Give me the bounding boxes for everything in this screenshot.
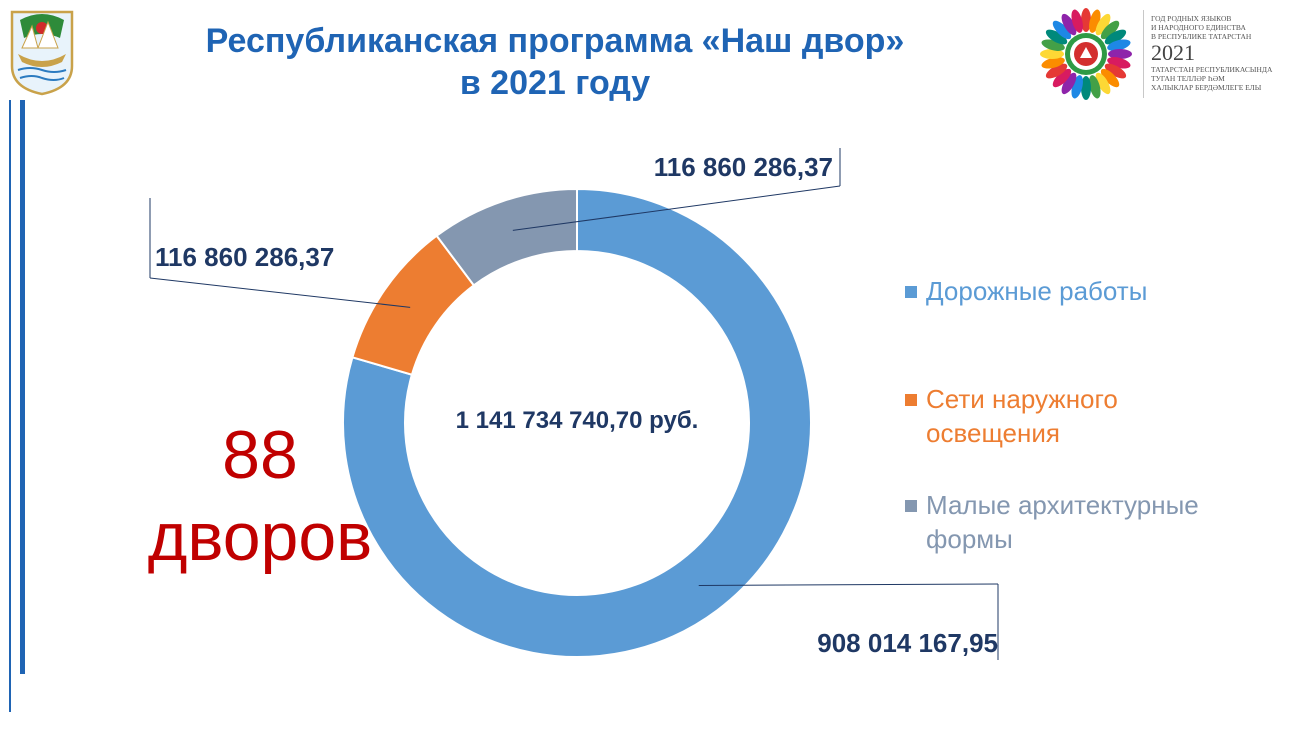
legend-item-street-lighting: Сети наружного освещения bbox=[905, 382, 1236, 450]
leader-line-street-lighting bbox=[149, 277, 411, 308]
data-label-street-lighting: 116 860 286,37 bbox=[155, 242, 334, 272]
courtyards-count-number: 88 bbox=[222, 417, 298, 493]
emblem-petal bbox=[1045, 29, 1068, 45]
emblem-petal bbox=[1061, 13, 1077, 36]
emblem-petal bbox=[1081, 76, 1091, 100]
emblem-petal bbox=[1100, 20, 1120, 40]
emblem-petal bbox=[1107, 39, 1131, 51]
legend-label-road-works: Дорожные работы bbox=[926, 276, 1148, 306]
emblem-divider bbox=[1143, 10, 1144, 98]
courtyards-count: 88 дворов bbox=[135, 420, 385, 572]
year-emblem: ГОД РОДНЫХ ЯЗЫКОВ И НАРОДНОГО ЕДИНСТВА В… bbox=[1033, 4, 1295, 104]
emblem-line-6: ХАЛЫКЛАР БЕРДӘМЛЕГЕ ЕЛЫ bbox=[1151, 83, 1262, 92]
emblem-line-5: ТУГАН ТЕЛЛӘР ҺӘМ bbox=[1151, 74, 1225, 83]
emblem-line-3: В РЕСПУБЛИКЕ ТАТАРСТАН bbox=[1151, 32, 1252, 41]
legend-swatch-road-works bbox=[905, 286, 917, 298]
emblem-petal bbox=[1071, 9, 1083, 33]
emblem-petal bbox=[1089, 75, 1101, 99]
accent-line-thick bbox=[20, 100, 25, 674]
courtyards-count-unit: дворов bbox=[147, 499, 373, 575]
donut-center-total: 1 141 734 740,70 руб. bbox=[456, 407, 699, 434]
data-label-small-architectural-forms: 116 860 286,37 bbox=[654, 152, 833, 182]
city-coat-of-arms-icon bbox=[8, 8, 76, 96]
legend-swatch-small-architectural-forms bbox=[905, 500, 917, 512]
emblem-petal bbox=[1095, 72, 1111, 95]
legend-swatch-street-lighting bbox=[905, 394, 917, 406]
emblem-petal bbox=[1045, 63, 1068, 79]
emblem-petal bbox=[1052, 68, 1072, 88]
emblem-petal bbox=[1100, 68, 1120, 88]
emblem-line-4: ТАТАРСТАН РЕСПУБЛИКАСЫНДА bbox=[1151, 65, 1273, 74]
accent-line-thin bbox=[9, 100, 11, 712]
legend-item-small-architectural-forms: Малые архитектурные формы bbox=[905, 488, 1236, 556]
emblem-petal bbox=[1104, 63, 1127, 79]
emblem-line-2: И НАРОДНОГО ЕДИНСТВА bbox=[1151, 23, 1246, 32]
legend-item-road-works: Дорожные работы bbox=[905, 274, 1236, 308]
leader-line-road-works bbox=[698, 583, 999, 586]
title-line-2: в 2021 году bbox=[459, 64, 651, 102]
donut-slice-road-works bbox=[342, 187, 812, 658]
data-label-road-works: 908 014 167,95 bbox=[817, 628, 998, 658]
emblem-year: 2021 bbox=[1151, 40, 1195, 65]
emblem-petal bbox=[1040, 49, 1064, 59]
leader-line-small-architectural-forms bbox=[512, 185, 841, 231]
emblem-line-1: ГОД РОДНЫХ ЯЗЫКОВ bbox=[1151, 14, 1232, 23]
page-title: Республиканская программа «Наш двор» в 2… bbox=[120, 20, 990, 104]
legend-label-small-architectural-forms: Малые архитектурные формы bbox=[926, 490, 1199, 554]
emblem-petal bbox=[1095, 13, 1111, 36]
emblem-text: ГОД РОДНЫХ ЯЗЫКОВ И НАРОДНОГО ЕДИНСТВА В… bbox=[1151, 14, 1291, 92]
emblem-petal bbox=[1108, 49, 1132, 59]
donut-slice-small-architectural-forms bbox=[435, 187, 578, 287]
legend-label-street-lighting: Сети наружного освещения bbox=[926, 384, 1118, 448]
emblem-petal bbox=[1041, 57, 1065, 69]
year-emblem-flower-icon bbox=[1040, 8, 1132, 100]
emblem-petal bbox=[1061, 72, 1077, 95]
emblem-petal bbox=[1081, 8, 1091, 32]
title-line-1: Республиканская программа «Наш двор» bbox=[205, 22, 905, 60]
emblem-petal bbox=[1104, 29, 1127, 45]
emblem-petal bbox=[1052, 20, 1072, 40]
